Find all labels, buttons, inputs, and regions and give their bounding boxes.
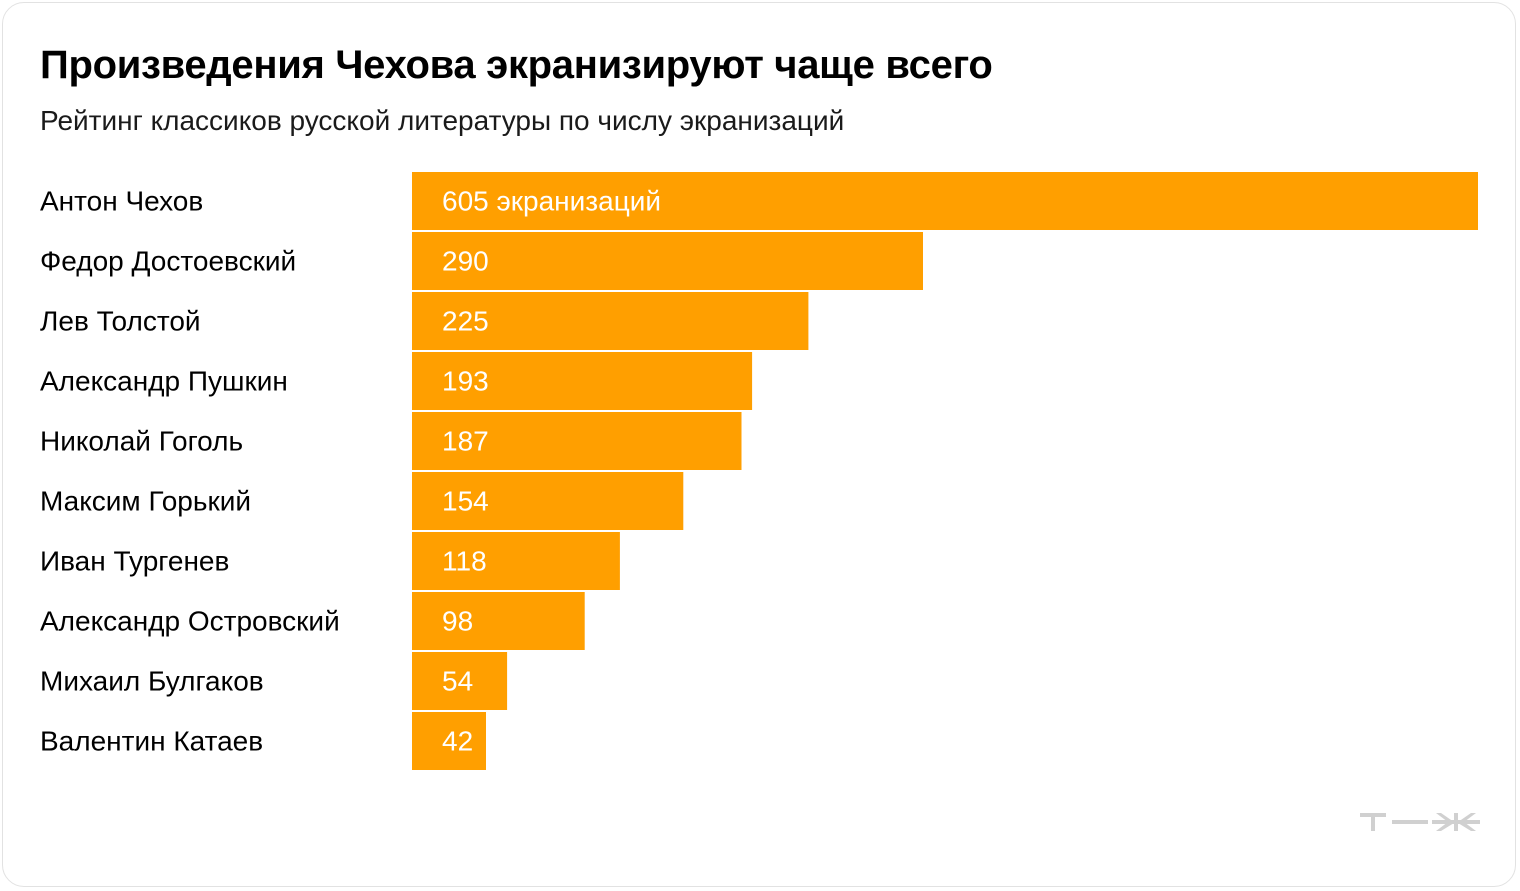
data-label: 54 (442, 666, 473, 697)
data-label: 225 (442, 306, 489, 337)
category-label: Федор Достоевский (40, 246, 296, 277)
bar (412, 472, 684, 530)
bar (412, 232, 923, 290)
chart-subtitle: Рейтинг классиков русской литературы по … (40, 105, 845, 136)
bar (412, 712, 486, 770)
category-label: Максим Горький (40, 486, 251, 517)
tzh-logo (1360, 813, 1480, 831)
category-label: Александр Пушкин (40, 366, 288, 397)
category-label: Антон Чехов (40, 186, 203, 217)
data-label: 193 (442, 366, 489, 397)
data-label: 187 (442, 426, 489, 457)
data-label: 118 (442, 546, 487, 577)
category-label: Лев Толстой (40, 306, 201, 337)
data-label: 42 (442, 726, 473, 757)
bar (412, 412, 742, 470)
category-label: Александр Островский (40, 606, 340, 637)
bar (412, 532, 620, 590)
bar (412, 592, 585, 650)
data-label: 98 (442, 606, 473, 637)
data-label: 154 (442, 486, 489, 517)
data-label: 290 (442, 246, 489, 277)
bar (412, 652, 508, 710)
bar (412, 352, 753, 410)
bar (412, 292, 809, 350)
category-label: Николай Гоголь (40, 426, 243, 457)
chart-title: Произведения Чехова экранизируют чаще вс… (40, 43, 993, 87)
category-label: Михаил Булгаков (40, 666, 264, 697)
category-label: Валентин Катаев (40, 726, 263, 757)
category-label: Иван Тургенев (40, 546, 229, 577)
bar (412, 172, 1478, 230)
data-label: 605 экранизаций (442, 186, 661, 217)
